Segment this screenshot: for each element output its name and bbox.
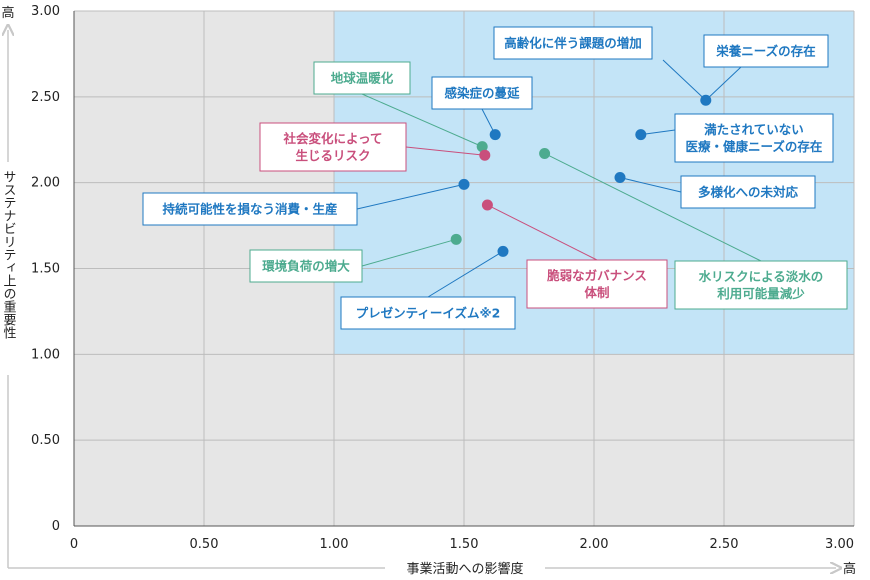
y-tick-label: 2.00	[31, 176, 60, 191]
x-tick-label: 3.00	[825, 537, 854, 552]
point-label-text: 体制	[584, 285, 609, 300]
point-label-text: 高齢化に伴う課題の増加	[504, 36, 642, 51]
data-point	[481, 199, 493, 211]
point-label-box	[703, 34, 829, 68]
data-point	[476, 141, 488, 153]
leader-line	[544, 153, 762, 262]
point-label-box	[674, 113, 834, 163]
point-label: 多様化への未対応	[680, 175, 816, 209]
x-tick-label: 2.50	[710, 537, 739, 552]
point-label-text: 水リスクによる淡水の	[699, 269, 824, 284]
leader-line	[361, 93, 483, 148]
point-label-text: 生じるリスク	[295, 148, 370, 163]
point-label-text: 栄養ニーズの存在	[715, 44, 815, 59]
y-tick-label: 1.00	[31, 347, 60, 362]
point-label-text: 環境負荷の増大	[262, 259, 350, 274]
point-labels: 高齢化に伴う課題の増加栄養ニーズの存在満たされていない医療・健康ニーズの存在多様…	[142, 26, 848, 330]
tick-labels: 0 0.50 1.00 1.50 2.00 2.50 3.00 0 0.50 1.00 1.50 2.…	[31, 4, 854, 552]
data-point	[489, 129, 501, 141]
y-tick-label: 2.50	[31, 90, 60, 105]
point-label-box	[340, 296, 516, 330]
point-label-box	[249, 249, 363, 283]
data-point	[458, 178, 470, 190]
point-label-box	[674, 260, 848, 310]
point-label-text: 脆弱なガバナンス	[546, 268, 647, 283]
point-label-text: 地球温暖化	[331, 71, 394, 86]
y-tick-label: 0.50	[31, 433, 60, 448]
point-label: 環境負荷の増大	[249, 249, 363, 283]
x-tick-label: 1.50	[450, 537, 479, 552]
data-point	[700, 94, 712, 106]
axis-titles: 高サステナビリティ上の重要性事業活動への影響度高	[1, 5, 857, 577]
y-high-label: 高	[1, 5, 14, 21]
point-label-box	[259, 122, 407, 172]
point-label-box	[526, 259, 668, 309]
point-label: 栄養ニーズの存在	[703, 34, 829, 68]
point-label-box	[680, 175, 816, 209]
point-label: プレゼンティーイズム※2	[340, 296, 516, 330]
point-label-text: 社会変化によって	[282, 131, 382, 146]
point-label-text: 感染症の蔓延	[444, 86, 520, 101]
leader-line	[640, 129, 676, 136]
leader-line	[427, 250, 504, 298]
data-point	[450, 233, 462, 245]
x-high-label: 高	[843, 561, 856, 577]
point-label-text: 満たされていない	[704, 122, 804, 137]
point-label-text: 持続可能性を損なう消費・生産	[162, 202, 337, 217]
point-label-box	[431, 76, 533, 110]
point-label-text: プレゼンティーイズム※2	[356, 306, 501, 321]
point-label-text: 利用可能量減少	[717, 286, 805, 301]
point-label-box	[493, 26, 653, 60]
leader-line	[487, 204, 598, 261]
leader-line	[619, 177, 682, 193]
point-label: 感染症の蔓延	[431, 76, 533, 110]
leader-line	[361, 238, 457, 267]
data-point	[479, 149, 491, 161]
point-label-text: 医療・健康ニーズの存在	[686, 139, 823, 154]
leader-line	[405, 146, 485, 156]
x-tick-label: 1.00	[320, 537, 349, 552]
leader-line	[705, 66, 742, 101]
leader-line	[356, 183, 465, 210]
leader-line	[662, 59, 707, 101]
point-label-box	[142, 192, 358, 226]
point-label: 高齢化に伴う課題の増加	[493, 26, 653, 60]
point-label: 持続可能性を損なう消費・生産	[142, 192, 358, 226]
y-tick-label: 0	[52, 519, 60, 534]
x-tick-label: 0	[70, 537, 78, 552]
data-point	[497, 245, 509, 257]
data-point	[539, 147, 551, 159]
y-tick-label: 1.50	[31, 262, 60, 277]
x-axis-title: 事業活動への影響度	[406, 561, 523, 577]
point-label: 地球温暖化	[313, 61, 411, 95]
point-label-box	[313, 61, 411, 95]
data-point	[614, 172, 626, 184]
data-points	[450, 94, 712, 257]
axes	[73, 11, 854, 527]
x-tick-label: 2.00	[580, 537, 609, 552]
y-axis-title: サステナビリティ上の重要性	[1, 170, 17, 339]
point-label-text: 多様化への未対応	[698, 185, 799, 200]
data-point	[635, 129, 647, 141]
x-tick-label: 0.50	[190, 537, 219, 552]
y-tick-label: 3.00	[31, 4, 60, 19]
